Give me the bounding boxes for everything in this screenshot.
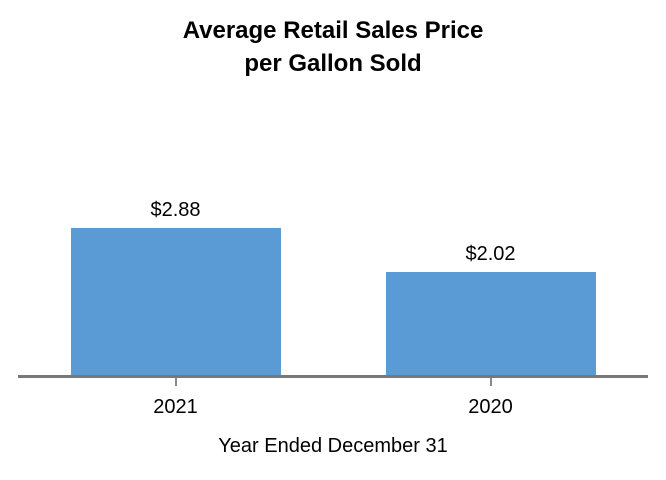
x-axis-line [18,375,648,378]
chart-title-line-2: per Gallon Sold [244,50,422,77]
x-axis-tick-2020 [489,378,492,386]
bar-2021 [70,228,281,375]
bar-2020 [385,272,596,375]
x-axis-title: Year Ended December 31 [218,435,448,457]
value-label-2021: $2.88 [150,199,201,221]
x-category-label-2021: 2021 [153,396,198,418]
chart-title-line-1: Average Retail Sales Price [182,17,484,44]
x-category-label-2020: 2020 [468,396,513,418]
value-label-2020: $2.02 [465,243,516,265]
chart-title: Average Retail Sales Price per Gallon So… [0,14,666,80]
x-axis-tick-2021 [174,378,177,386]
